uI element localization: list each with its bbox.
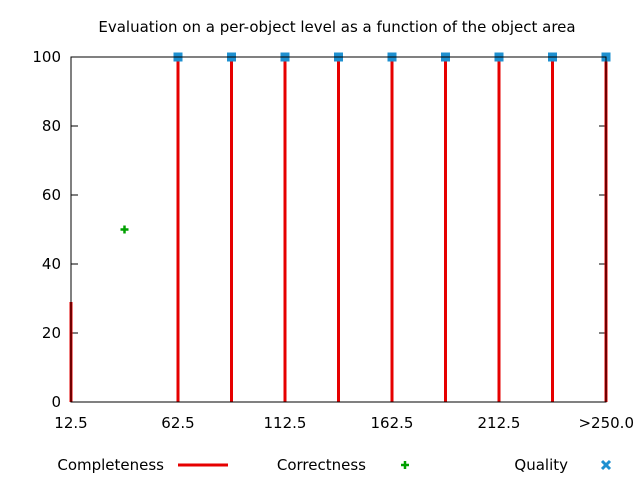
correctness-point (120, 225, 129, 234)
y-axis: 0 20 40 60 80 100 (32, 48, 606, 411)
y-tick-label: 20 (42, 324, 61, 342)
y-tick-label: 40 (42, 255, 61, 273)
legend-label: Quality (514, 456, 568, 474)
x-tick-label: 112.5 (264, 414, 307, 432)
plot-frame-overlay (70, 56, 607, 403)
chart-marks (69, 52, 611, 403)
legend-label: Completeness (57, 456, 164, 474)
x-tick-label: 62.5 (161, 414, 194, 432)
legend-label: Correctness (277, 456, 366, 474)
y-tick-label: 100 (32, 48, 61, 66)
x-tick-label: 12.5 (54, 414, 87, 432)
x-tick-label: 212.5 (478, 414, 521, 432)
chart-title: Evaluation on a per-object level as a fu… (98, 18, 575, 36)
x-axis: 12.5 62.5 112.5 162.5 212.5 >250.0 (54, 57, 634, 432)
x-tick-label: 162.5 (371, 414, 414, 432)
y-tick-label: 80 (42, 117, 61, 135)
legend: Completeness Correctness Quality (57, 456, 612, 474)
y-tick-label: 60 (42, 186, 61, 204)
legend-quality-symbol-b (600, 459, 612, 471)
y-tick-label: 0 (51, 393, 61, 411)
x-tick-label: >250.0 (578, 414, 634, 432)
